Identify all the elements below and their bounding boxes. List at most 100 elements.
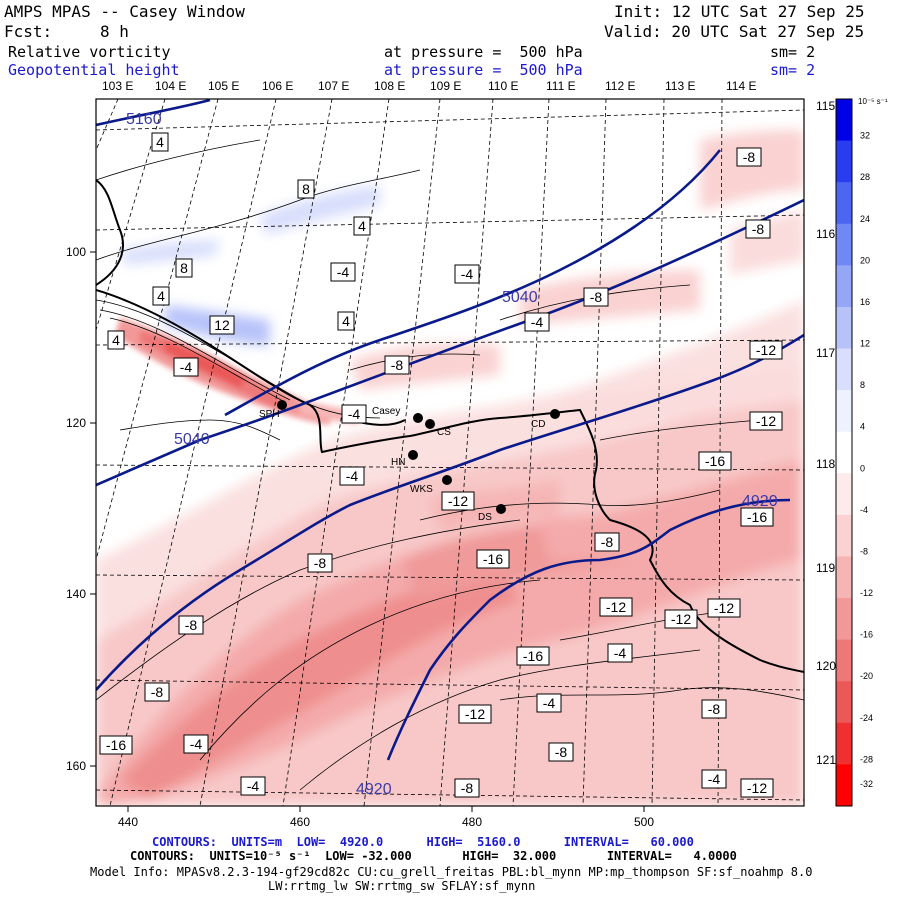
top-lon-label: 111 E bbox=[546, 79, 576, 93]
colorbar-level-label: -4 bbox=[860, 505, 868, 515]
height-contours bbox=[96, 99, 804, 761]
vorticity-label-text: -12 bbox=[756, 413, 776, 429]
colorbar: 32 28 24 20 16 12 8 4 0 -4 -8 -12 -16 -20 -24 -28 -32 bbox=[835, 98, 873, 807]
colorbar-units: 10⁻⁵ s⁻¹ bbox=[858, 97, 888, 106]
vorticity-label-text: -4 bbox=[346, 468, 359, 484]
vorticity-label-text: -8 bbox=[314, 555, 327, 571]
footer-model-info: Model Info: MPASv8.2.3-194-gf29cd82c CU:… bbox=[90, 865, 813, 879]
vorticity-label-text: -4 bbox=[614, 645, 627, 661]
colorbar-swatch bbox=[836, 140, 852, 183]
vorticity-label: 4 bbox=[337, 311, 355, 331]
vorticity-label: -4 bbox=[536, 693, 562, 713]
top-lon-label: 104 E bbox=[155, 79, 186, 93]
footer-height-contours: CONTOURS: UNITS=m LOW= 4920.0 HIGH= 5160… bbox=[152, 835, 694, 849]
field2-smoothing: sm= 2 bbox=[770, 61, 816, 79]
colorbar-level-label: 0 bbox=[860, 463, 865, 473]
vorticity-label-text: 12 bbox=[214, 317, 230, 333]
vorticity-label: -12 bbox=[599, 597, 633, 617]
vorticity-label-text: -4 bbox=[708, 771, 721, 787]
vorticity-label: -4 bbox=[183, 734, 209, 754]
colorbar-swatch bbox=[836, 764, 852, 807]
vorticity-label: -4 bbox=[339, 466, 365, 486]
station-dot bbox=[496, 504, 506, 514]
colorbar-level-label: -20 bbox=[860, 671, 873, 681]
top-lon-label: 103 E bbox=[102, 79, 133, 93]
field1-level: at pressure = 500 hPa bbox=[384, 43, 583, 61]
top-lon-label: 113 E bbox=[665, 79, 695, 93]
station-dot bbox=[425, 419, 435, 429]
field2-name: Geopotential height bbox=[8, 61, 180, 79]
top-lon-label: 107 E bbox=[318, 79, 349, 93]
top-lon-label: 114 E bbox=[726, 79, 756, 93]
vorticity-label: -12 bbox=[441, 491, 475, 511]
y-tick-label: 120 bbox=[66, 416, 86, 430]
colorbar-level-label: 32 bbox=[860, 131, 870, 141]
vorticity-label: -16 bbox=[476, 549, 510, 569]
colorbar-frame bbox=[835, 98, 853, 807]
colorbar-swatch bbox=[836, 265, 852, 308]
station-label: DS bbox=[478, 512, 492, 523]
vorticity-label: -8 bbox=[144, 682, 170, 702]
vorticity-label: -4 bbox=[524, 312, 550, 332]
top-lon-label: 110 E bbox=[488, 79, 518, 93]
colorbar-swatch bbox=[836, 722, 852, 765]
vorticity-label-text: -8 bbox=[752, 221, 765, 237]
colorbar-swatch bbox=[836, 431, 852, 474]
station-dot bbox=[413, 413, 423, 423]
colorbar-swatch bbox=[836, 306, 852, 350]
height-label: 5040 bbox=[174, 431, 210, 448]
x-tick-label: 460 bbox=[290, 815, 310, 829]
height-label: 5040 bbox=[502, 289, 538, 306]
colorbar-swatch bbox=[836, 556, 852, 599]
top-lon-label: 108 E bbox=[374, 79, 405, 93]
fcst-value: 8 h bbox=[100, 22, 129, 41]
colorbar-swatch bbox=[836, 473, 852, 516]
colorbar-level-label: -12 bbox=[860, 588, 873, 598]
vorticity-label: -16 bbox=[516, 646, 550, 666]
colorbar-level-label: -32 bbox=[860, 779, 873, 789]
vorticity-label-text: -4 bbox=[180, 359, 193, 375]
vorticity-label: 8 bbox=[297, 179, 315, 199]
top-lon-label: 106 E bbox=[262, 79, 293, 93]
vorticity-label-text: -16 bbox=[523, 648, 543, 664]
height-label: 4920 bbox=[742, 493, 778, 510]
vorticity-label-text: -4 bbox=[543, 695, 556, 711]
colorbar-swatch bbox=[836, 99, 852, 142]
station-label: HN bbox=[391, 457, 405, 468]
vorticity-label-text: -4 bbox=[461, 266, 474, 282]
colorbar-level-label: -16 bbox=[860, 630, 873, 640]
vorticity-label-text: -8 bbox=[555, 744, 568, 760]
vorticity-label-text: -8 bbox=[708, 701, 721, 717]
station-label: WKS bbox=[410, 484, 433, 495]
station-dot bbox=[550, 409, 560, 419]
vorticity-label: -8 bbox=[454, 778, 480, 798]
height-label: 5160 bbox=[126, 111, 162, 128]
vorticity-label: -4 bbox=[341, 404, 367, 424]
vorticity-label: -12 bbox=[664, 609, 698, 629]
x-tick-label: 480 bbox=[462, 815, 482, 829]
vorticity-label: -4 bbox=[701, 769, 727, 789]
colorbar-level-label: 12 bbox=[860, 339, 870, 349]
station-label: CD bbox=[531, 419, 545, 430]
vorticity-label: -4 bbox=[454, 264, 480, 284]
vorticity-label-text: -16 bbox=[705, 453, 725, 469]
vorticity-label-text: -12 bbox=[606, 599, 626, 615]
vorticity-label: -4 bbox=[173, 357, 199, 377]
field1-smoothing: sm= 2 bbox=[770, 43, 816, 61]
vorticity-label-text: -8 bbox=[590, 289, 603, 305]
vorticity-label: -16 bbox=[740, 507, 774, 527]
fcst-label: Fcst: bbox=[4, 22, 53, 41]
vorticity-label-text: -8 bbox=[391, 357, 404, 373]
vorticity-label-text: -12 bbox=[671, 611, 691, 627]
vorticity-label-text: 4 bbox=[358, 218, 366, 234]
colorbar-level-label: 16 bbox=[860, 297, 870, 307]
colorbar-swatch bbox=[836, 182, 852, 225]
vorticity-label-text: -12 bbox=[448, 493, 468, 509]
vorticity-label: -8 bbox=[178, 615, 204, 635]
vorticity-label: 4 bbox=[151, 132, 169, 152]
colorbar-swatch bbox=[836, 598, 852, 641]
vorticity-label-text: -4 bbox=[247, 778, 260, 794]
vorticity-label-text: -12 bbox=[756, 342, 776, 358]
vorticity-label-text: -16 bbox=[747, 509, 767, 525]
